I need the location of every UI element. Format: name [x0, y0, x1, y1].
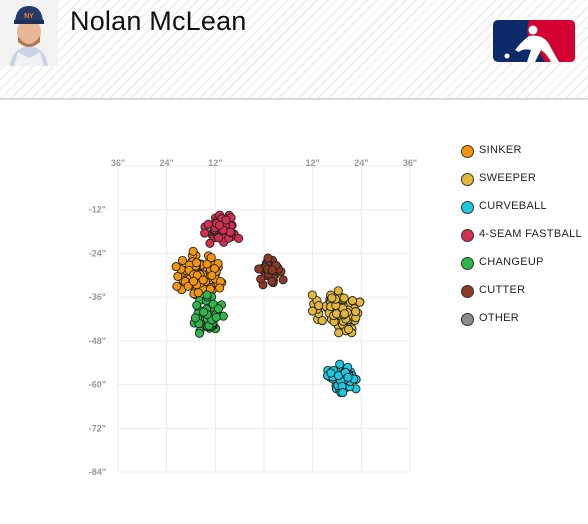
point-sweeper [333, 286, 343, 296]
point-changeup [199, 307, 209, 317]
legend-swatch [461, 313, 474, 326]
point-sinker [191, 258, 202, 268]
y-tick-label: -12" [89, 205, 106, 215]
player-name: Nolan McLean [70, 6, 247, 36]
y-tick-label: -24" [89, 248, 106, 258]
legend-label: CHANGEUP [479, 256, 544, 268]
x-tick-label: 24" [354, 158, 368, 168]
point-sweeper [307, 290, 317, 300]
svg-text:NY: NY [24, 13, 34, 20]
point-4-seam-fastball [234, 233, 244, 243]
point-sinker [198, 275, 208, 285]
point-curveball [326, 368, 336, 378]
point-sweeper [351, 307, 361, 317]
point-sweeper [307, 306, 318, 316]
point-sweeper [339, 293, 349, 303]
x-tick-label: 12" [208, 158, 222, 168]
point-sweeper [327, 293, 337, 303]
point-sinker [193, 288, 203, 298]
point-sweeper [344, 324, 354, 334]
point-sweeper [314, 301, 324, 311]
chart-grid [117, 165, 411, 473]
point-sinker [172, 281, 182, 291]
point-sinker [207, 270, 217, 281]
point-sweeper [334, 328, 344, 338]
point-changeup [192, 300, 202, 310]
y-tick-label: -84" [89, 467, 106, 477]
legend-swatch [461, 257, 474, 270]
point-cutter [263, 253, 273, 263]
legend-label: CUTTER [479, 284, 526, 296]
point-sinker [206, 253, 216, 263]
point-4-seam-fastball [200, 228, 210, 238]
point-4-seam-fastball [214, 220, 225, 230]
point-sinker [188, 276, 199, 286]
point-changeup [213, 304, 223, 314]
point-curveball [335, 359, 345, 369]
legend-label: SWEEPER [479, 172, 537, 184]
point-cutter [278, 275, 288, 285]
legend-label: 4-SEAM FASTBALL [479, 228, 582, 240]
y-tick-label: -72" [89, 423, 106, 433]
legend-swatch [461, 173, 474, 186]
point-changeup [202, 290, 212, 300]
point-sinker [188, 246, 198, 256]
legend-label: SINKER [479, 144, 522, 156]
point-4-seam-fastball [221, 215, 231, 225]
legend-swatch [461, 229, 474, 242]
point-changeup [190, 313, 200, 323]
x-tick-label: 36" [403, 158, 417, 168]
point-curveball [343, 372, 353, 382]
point-cutter [267, 276, 277, 286]
legend-label: OTHER [479, 312, 519, 324]
point-sinker [215, 283, 225, 293]
point-sweeper [331, 309, 342, 319]
y-tick-label: -48" [89, 336, 106, 346]
player-headshot-icon: NY [0, 0, 58, 66]
point-sweeper [347, 296, 358, 306]
y-tick-label: -36" [89, 292, 106, 302]
point-sweeper [340, 309, 350, 319]
legend-swatch [461, 201, 474, 214]
x-tick-label: 24" [160, 158, 174, 168]
chart-points [171, 210, 365, 398]
legend-swatch [461, 145, 474, 158]
header-bar: NY Nolan McLean [0, 0, 588, 100]
point-cutter [256, 274, 266, 284]
point-cutter [254, 264, 264, 274]
chart-axes: 36" 24" 12" 12" 24" 36" -12" -24" -36" -48" -60" -7… [89, 158, 417, 477]
x-tick-label: 12" [306, 158, 320, 168]
point-changeup [194, 328, 205, 338]
point-sinker [171, 262, 181, 272]
point-4-seam-fastball [213, 233, 224, 243]
legend-swatch [461, 285, 474, 298]
point-curveball [338, 388, 348, 398]
point-sinker [177, 255, 188, 266]
x-tick-label: 36" [111, 158, 125, 168]
legend-label: CURVEBALL [479, 200, 547, 212]
point-4-seam-fastball [205, 238, 215, 248]
point-changeup [211, 312, 221, 322]
y-tick-label: -60" [89, 380, 106, 390]
point-cutter [267, 265, 277, 275]
mlb-logo-icon [493, 20, 575, 62]
point-sweeper [317, 316, 327, 326]
